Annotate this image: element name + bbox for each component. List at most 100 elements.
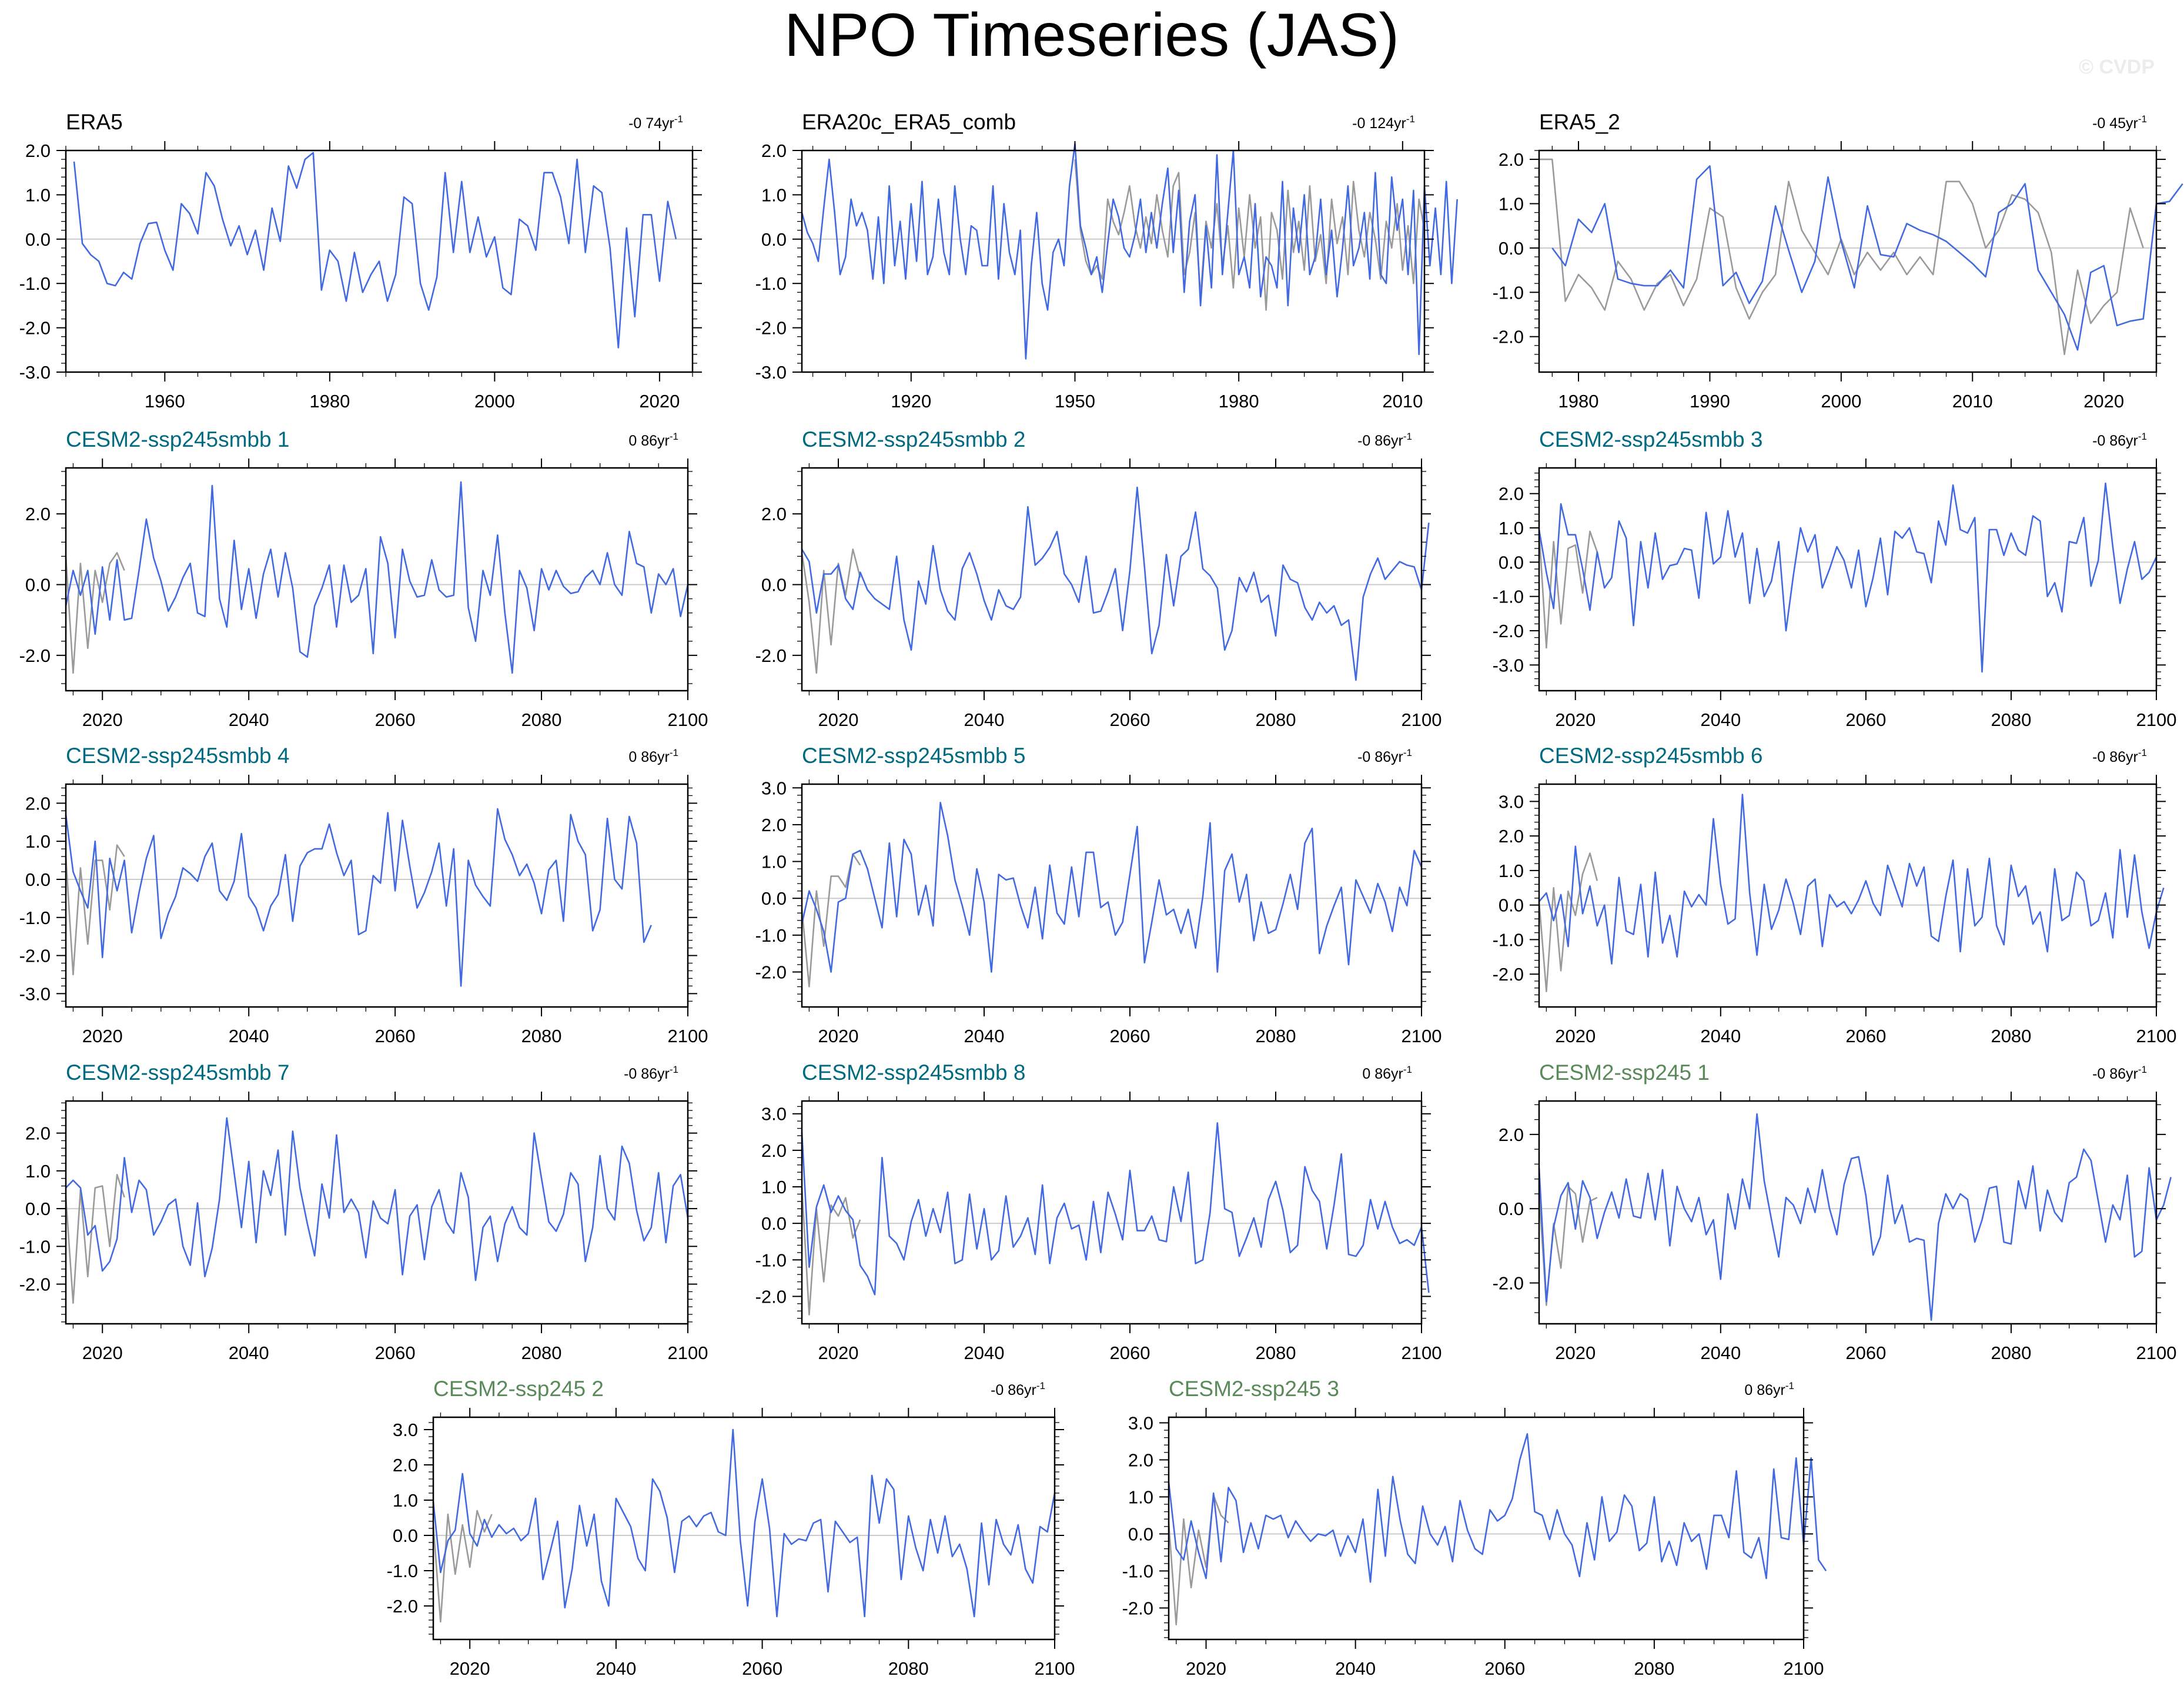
- y-tick-label: 2.0: [25, 1123, 51, 1144]
- trend-exponent: -1: [2138, 431, 2147, 442]
- chart-panel: -3.0 -2.0 -1.0 0.0 1.0 2.0 1960 1980 2000 2020 ERA…: [19, 110, 702, 411]
- y-tick-label: -1.0: [1493, 282, 1524, 303]
- y-tick-label: 0.0: [1499, 895, 1524, 916]
- x-tick-label: 2080: [1991, 710, 2031, 730]
- x-tick-label: 2020: [82, 1026, 123, 1046]
- trend-exponent: -1: [670, 1064, 678, 1075]
- x-tick-label: 2020: [818, 710, 859, 730]
- y-tick-label: -1.0: [1493, 587, 1524, 607]
- x-tick-label: 2080: [1256, 710, 1296, 730]
- trend-value: 0 86yr: [1362, 1066, 1403, 1082]
- panel-title: ERA5_2: [1539, 110, 1620, 134]
- y-tick-label: -3.0: [19, 362, 51, 383]
- y-tick-label: 2.0: [1499, 484, 1524, 504]
- y-tick-label: 0.0: [761, 575, 787, 595]
- panel-title: CESM2-ssp245smbb 2: [802, 427, 1025, 451]
- series-line-gray: [65, 844, 125, 976]
- trend-label: -0 74yr-1: [628, 113, 683, 132]
- series-line-blue: [801, 143, 1458, 360]
- y-tick-label: 2.0: [761, 140, 787, 161]
- series-line-gray: [1538, 852, 1598, 992]
- y-tick-label: 1.0: [761, 1177, 787, 1197]
- y-tick-label: 2.0: [1499, 826, 1524, 846]
- trend-label: -0 86yr-1: [624, 1064, 678, 1082]
- chart-panel: -2.0 -1.0 0.0 1.0 2.0 2020 2040 2060 2080 2100 CES…: [19, 1060, 708, 1363]
- chart-panel: -3.0 -2.0 -1.0 0.0 1.0 2.0 2020 2040 2060 2080 210…: [19, 744, 708, 1046]
- x-tick-label: 1990: [1690, 391, 1730, 411]
- x-tick-label: 2080: [521, 710, 562, 730]
- panel-title: CESM2-ssp245smbb 6: [1539, 744, 1762, 768]
- plot-frame: [801, 467, 1423, 692]
- watermark: © CVDP: [2079, 56, 2155, 78]
- y-tick-label: 0.0: [25, 869, 51, 890]
- panel-title: ERA20c_ERA5_comb: [802, 110, 1016, 134]
- x-tick-label: 2080: [521, 1343, 562, 1363]
- trend-value: 0 86yr: [628, 433, 669, 449]
- trend-label: -0 124yr-1: [1352, 113, 1415, 132]
- x-tick-label: 2060: [1110, 1343, 1150, 1363]
- y-tick-label: -1.0: [1493, 929, 1524, 950]
- y-tick-label: 2.0: [1499, 1125, 1524, 1145]
- plot-frame: [801, 149, 1426, 373]
- trend-value: -0 86yr: [2092, 1066, 2138, 1082]
- x-tick-label: 2060: [1845, 1026, 1886, 1046]
- y-tick-label: 1.0: [1499, 518, 1524, 538]
- y-tick-label: -1.0: [755, 925, 787, 946]
- x-tick-label: 2100: [1402, 1026, 1442, 1046]
- series-line-gray: [1168, 1494, 1229, 1626]
- x-tick-label: 2100: [1402, 1343, 1442, 1363]
- trend-label: -0 86yr-1: [991, 1380, 1045, 1398]
- y-tick-label: -3.0: [19, 983, 51, 1004]
- plot-frame: [801, 783, 1423, 1008]
- y-tick-label: -2.0: [755, 962, 787, 982]
- series-line-blue: [1538, 1113, 2172, 1321]
- y-tick-label: -2.0: [755, 318, 787, 339]
- y-tick-label: 1.0: [761, 852, 787, 872]
- x-tick-label: 2100: [668, 1343, 708, 1363]
- x-tick-label: 2000: [474, 391, 515, 411]
- x-tick-label: 2100: [1402, 710, 1442, 730]
- y-tick-label: 1.0: [761, 185, 787, 205]
- x-tick-label: 2100: [668, 710, 708, 730]
- x-tick-label: 2020: [450, 1658, 490, 1679]
- y-tick-label: 0.0: [393, 1525, 418, 1546]
- y-tick-label: 1.0: [1499, 861, 1524, 881]
- chart-panel: -2.0 -1.0 0.0 1.0 2.0 3.0 2020 2040 2060 2080 2100…: [755, 744, 1442, 1046]
- chart-panel: -2.0 -1.0 0.0 1.0 2.0 3.0 2020 2040 2060 2080 2100…: [1122, 1377, 1827, 1679]
- x-tick-label: 2100: [2136, 710, 2177, 730]
- x-tick-label: 2020: [1555, 1343, 1596, 1363]
- x-tick-label: 2020: [818, 1343, 859, 1363]
- x-tick-label: 2010: [1952, 391, 1993, 411]
- trend-label: -0 45yr-1: [2092, 113, 2147, 132]
- plot-frame: [65, 149, 694, 373]
- series-line-blue: [1539, 794, 2165, 965]
- y-tick-label: -1.0: [19, 908, 51, 928]
- y-tick-label: 0.0: [1499, 552, 1524, 573]
- plot-frame: [432, 1416, 1056, 1641]
- x-tick-label: 2020: [82, 1343, 123, 1363]
- figure-title: NPO Timeseries (JAS): [784, 1, 1399, 69]
- x-tick-label: 2060: [375, 1026, 416, 1046]
- y-tick-label: -2.0: [19, 946, 51, 966]
- x-tick-label: 1960: [145, 391, 185, 411]
- x-tick-label: 2040: [229, 710, 269, 730]
- x-tick-label: 2040: [1335, 1658, 1376, 1679]
- plot-frame: [1168, 1416, 1805, 1641]
- y-tick-label: -3.0: [755, 362, 787, 383]
- trend-value: -0 86yr: [1357, 749, 1403, 765]
- y-tick-label: -1.0: [1122, 1561, 1153, 1581]
- y-tick-label: 2.0: [393, 1455, 418, 1475]
- plot-frame: [65, 1100, 689, 1325]
- y-tick-label: 0.0: [761, 888, 787, 909]
- y-tick-label: 0.0: [25, 1199, 51, 1219]
- trend-exponent: -1: [670, 431, 678, 442]
- x-tick-label: 2060: [1845, 710, 1886, 730]
- y-tick-label: 2.0: [761, 504, 787, 524]
- trend-exponent: -1: [2138, 113, 2147, 125]
- y-tick-label: 0.0: [761, 229, 787, 250]
- x-tick-label: 2020: [818, 1026, 859, 1046]
- y-tick-label: 1.0: [25, 185, 51, 205]
- y-tick-label: 0.0: [1128, 1524, 1153, 1544]
- trend-label: 0 86yr-1: [1362, 1064, 1412, 1082]
- x-tick-label: 2040: [964, 1026, 1005, 1046]
